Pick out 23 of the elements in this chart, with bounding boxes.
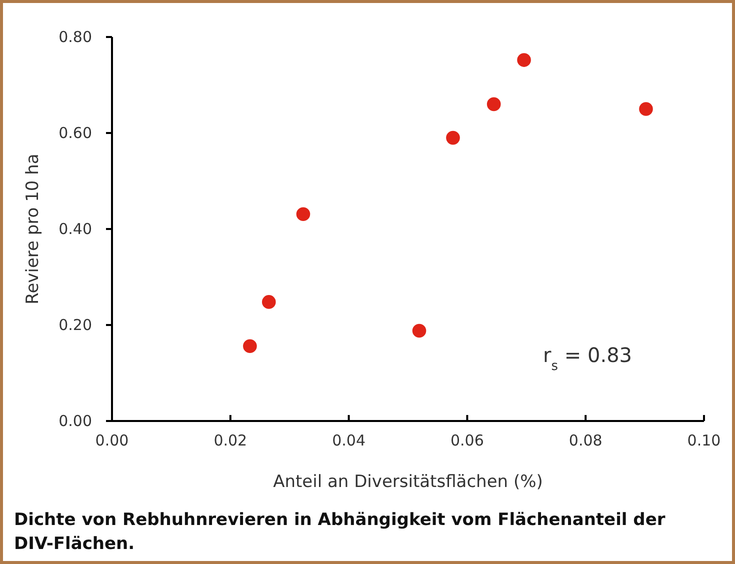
x-tick-label: 0.08 — [568, 432, 602, 450]
y-axis-title: Reviere pro 10 ha — [23, 154, 43, 304]
point — [243, 339, 257, 354]
y-tick-label: 0.20 — [58, 316, 92, 334]
text: Dichte von Rebhuhnrevieren in Abhängigkeit vom Flächenanteil der DIV-Flächen. — [14, 510, 666, 554]
point — [517, 53, 531, 67]
point — [639, 102, 653, 116]
point — [486, 97, 501, 112]
y-tick-label: 0.60 — [58, 124, 92, 142]
point — [262, 295, 276, 309]
y-tick-label: 0.80 — [58, 28, 92, 46]
point — [446, 130, 460, 145]
point — [296, 207, 310, 222]
x-tick-label: 0.02 — [214, 432, 248, 450]
y-tick-label: 0.40 — [58, 220, 92, 238]
annotation: r$_{s}$ = 0.83 — [543, 343, 632, 374]
x-tick-label: 0.04 — [332, 432, 366, 450]
point — [412, 324, 426, 338]
x-tick-label: 0.06 — [450, 432, 484, 450]
x-tick-label: 0.10 — [687, 432, 721, 450]
x-axis-title: Anteil an Diversitätsflächen (%) — [273, 472, 543, 492]
y-tick-label: 0.00 — [58, 412, 92, 430]
x-tick-label: 0.00 — [95, 432, 129, 450]
